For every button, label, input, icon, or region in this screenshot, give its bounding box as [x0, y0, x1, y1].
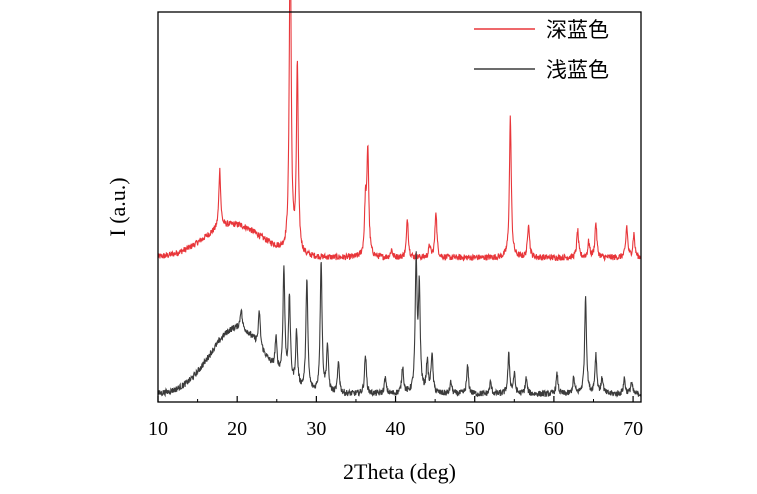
- x-tick-label: 50: [465, 418, 485, 440]
- x-tick-label: 30: [306, 418, 326, 440]
- series-line-light-blue: [157, 251, 642, 398]
- plot-frame: [157, 11, 642, 403]
- x-tick-label: 70: [623, 418, 643, 440]
- y-axis-title: I (a.u.): [105, 177, 130, 236]
- x-tick-label: 20: [227, 418, 247, 440]
- x-tick-label: 60: [544, 418, 564, 440]
- x-axis-ticks: 10 20 30 40 50 60 70: [148, 396, 643, 440]
- plot-area: [157, 0, 642, 398]
- legend-label-light-blue: 浅蓝色: [546, 58, 609, 82]
- legend: 深蓝色 浅蓝色: [474, 18, 609, 82]
- legend-label-deep-blue: 深蓝色: [546, 18, 609, 42]
- x-tick-label: 40: [386, 418, 406, 440]
- series-line-deep-blue: [157, 0, 642, 262]
- x-axis-title: 2Theta (deg): [343, 459, 456, 484]
- x-tick-label: 10: [148, 418, 168, 440]
